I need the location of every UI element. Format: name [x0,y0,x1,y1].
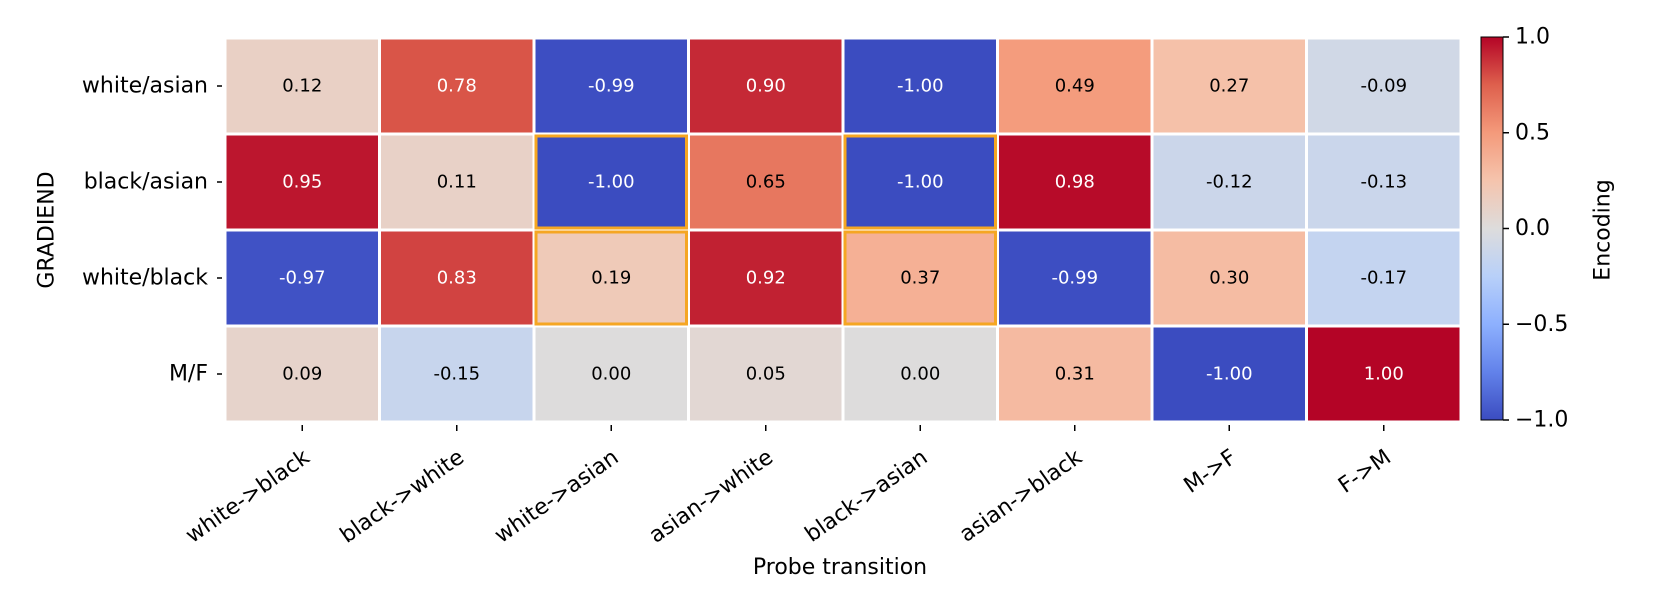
cell-value-label: -0.09 [1360,76,1407,97]
highlight-box [843,134,997,230]
y-tick-label: white/asian [82,74,208,99]
y-tick-label: M/F [169,362,208,387]
highlight-box [534,230,688,326]
heatmap-cell [223,228,381,328]
cell-value-label: -1.00 [897,76,944,97]
cell-value-label: 0.98 [1055,172,1095,193]
heatmap-cell [687,228,845,328]
x-tick-label: asian->black [955,445,1087,548]
heatmap-cell [996,228,1154,328]
cell-value-label: -1.00 [1206,364,1253,385]
colorbar-tick-label: 1.0 [1515,25,1550,50]
x-tick-label: asian->white [645,445,778,549]
highlight-box [534,134,688,230]
cell-value-label: -0.99 [1051,268,1098,289]
cell-value-label: -0.99 [588,76,635,97]
x-tick-label: M->F [1180,445,1242,499]
cell-value-label: 0.90 [746,76,786,97]
highlight-box [843,230,997,326]
cell-value-label: 0.27 [1209,76,1249,97]
heatmap-cell [1305,324,1463,424]
cell-value-label: -0.17 [1360,268,1407,289]
heatmap-cell [996,132,1154,232]
colorbar-gradient [1480,36,1504,421]
cell-value-label: 0.83 [437,268,477,289]
x-tick-label: black->white [336,445,469,549]
heatmap-cell [1150,324,1308,424]
heatmap-cell [223,36,381,136]
heatmap-cell [841,324,999,424]
heatmap-cells: 0.12 0.78 -0.99 0.90 -1.00 0.49 0.27 -0.09 0.95 0… [223,36,1463,424]
heatmap-cell [841,228,999,328]
heatmap-cell [687,132,845,232]
heatmap-cell [996,36,1154,136]
colorbar-tick-label: −0.5 [1515,312,1568,337]
cell-value-label: 0.78 [437,76,477,97]
x-axis-label: Probe transition [753,555,927,580]
heatmap-cell [1150,228,1308,328]
y-tick-label: black/asian [84,170,208,195]
heatmap-cell [1305,36,1463,136]
heatmap-cell [532,228,690,328]
cell-value-label: 0.31 [1055,364,1095,385]
colorbar-ticks: 1.0 0.5 0.0 −0.5 −1.0 [1503,25,1568,433]
heatmap-cell [1305,132,1463,232]
cell-value-label: -0.15 [433,364,480,385]
cell-value-label: 0.09 [282,364,322,385]
cell-value-label: 0.37 [900,268,940,289]
cell-value-label: 0.05 [746,364,786,385]
cell-value-label: -1.00 [588,172,635,193]
heatmap-cell [378,132,536,232]
cell-value-label: 0.65 [746,172,786,193]
cell-value-label: 0.11 [437,172,477,193]
cell-value-label: 0.49 [1055,76,1095,97]
colorbar-tick-label: 0.5 [1515,120,1550,145]
colorbar-tick-label: −1.0 [1515,408,1568,433]
x-tick-label: black->asian [801,445,933,548]
cell-value-label: 1.00 [1364,364,1404,385]
heatmap-cell [1305,228,1463,328]
x-tick-label: white->asian [490,445,623,549]
cell-value-label: 0.00 [591,364,631,385]
x-tick-labels: white->black black->white white->asian asia… [181,425,1396,549]
cell-value-label: -1.00 [897,172,944,193]
y-tick-labels: white/asian black/asian white/black M/F [82,74,222,387]
cell-value-label: 0.92 [746,268,786,289]
cell-value-label: -0.97 [279,268,326,289]
heatmap-cell [687,324,845,424]
cell-value-label: 0.95 [282,172,322,193]
heatmap-cell [223,324,381,424]
cell-value-label: 0.19 [591,268,631,289]
cell-value-label: 0.00 [900,364,940,385]
y-tick-label: white/black [82,266,208,291]
x-tick-label: white->black [181,445,314,549]
cell-value-label: 0.30 [1209,268,1249,289]
highlight-boxes [534,134,997,326]
cell-value-label: -0.12 [1206,172,1253,193]
colorbar-label: Encoding [1591,179,1616,280]
heatmap-cell [378,36,536,136]
colorbar-tick-label: 0.0 [1515,216,1550,241]
y-axis-label: GRADIEND [35,171,60,288]
heatmap-cell [378,228,536,328]
colorbar: 1.0 0.5 0.0 −0.5 −1.0 Encoding [1480,25,1616,433]
cell-value-label: 0.12 [282,76,322,97]
cell-value-label: -0.13 [1360,172,1407,193]
x-tick-label: F->M [1334,445,1396,499]
heatmap-cell [532,324,690,424]
